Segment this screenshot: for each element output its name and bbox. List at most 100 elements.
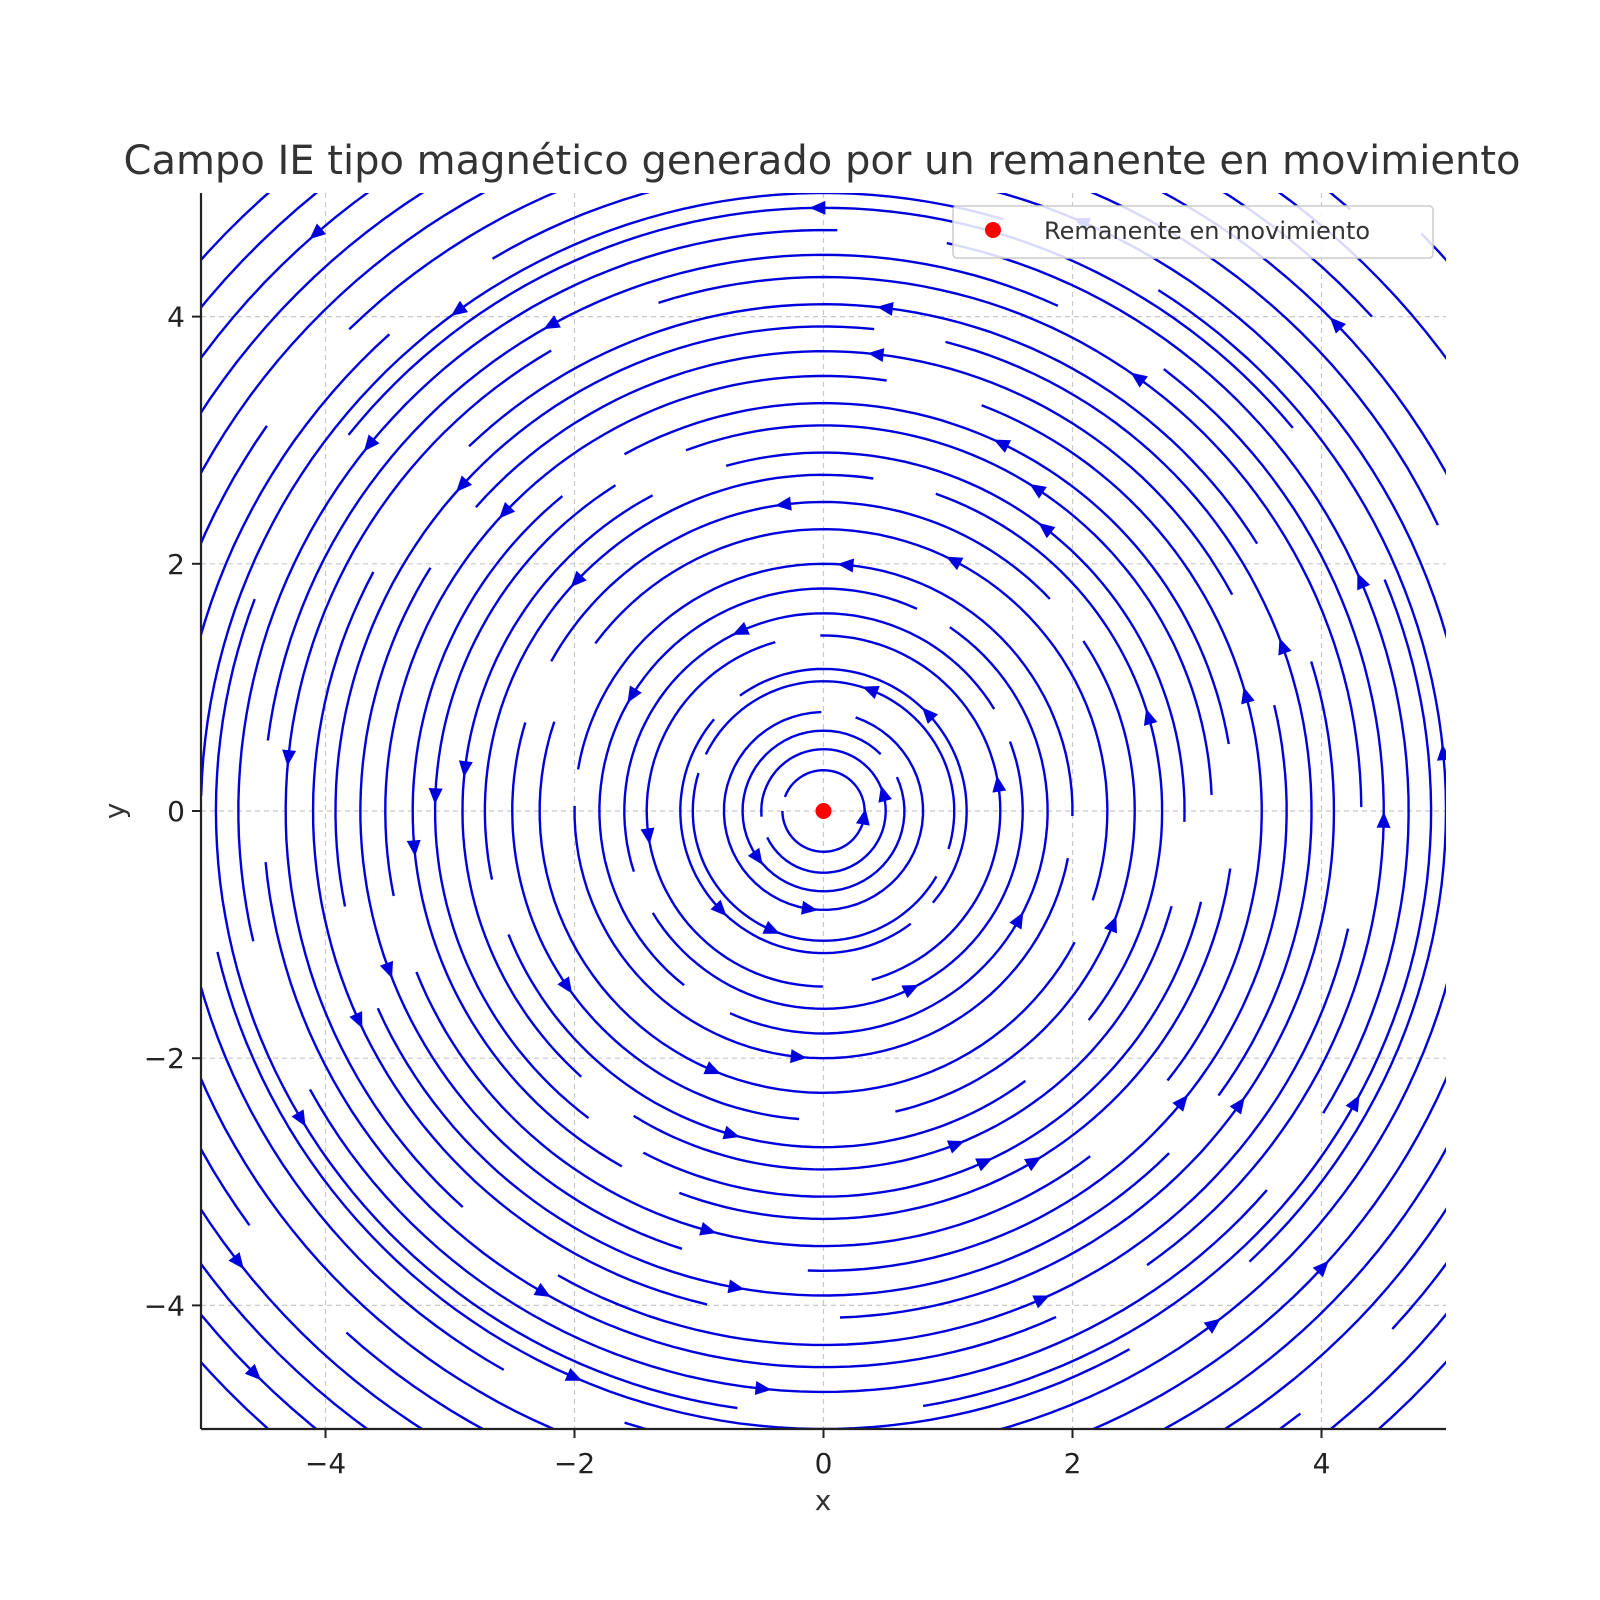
chart-title: Campo IE tipo magnético generado por un …: [124, 138, 1521, 184]
streamline: [201, 193, 1352, 310]
x-tick-label: −2: [554, 1447, 595, 1480]
streamline: [725, 451, 1186, 822]
streamline: [945, 340, 1313, 1097]
streamline: [1146, 368, 1385, 1267]
x-tick-label: 4: [1313, 1447, 1331, 1480]
stream-arrow: [1577, 663, 1591, 680]
stream-arrow: [747, 847, 763, 865]
stream-arrow: [458, 760, 473, 778]
stream-arrow: [587, 1535, 604, 1548]
stream-arrow: [349, 1011, 363, 1029]
streamline: [201, 193, 1373, 415]
stream-arrow: [168, 1006, 181, 1023]
stream-arrow: [800, 900, 818, 915]
streamline: [922, 579, 1433, 1408]
stream-arrow: [1329, 317, 1346, 334]
stream-arrow: [946, 556, 964, 571]
stream-arrow: [363, 434, 380, 452]
x-tick-label: −4: [305, 1447, 346, 1480]
streamline: [201, 333, 505, 1371]
streamline: [201, 193, 486, 1226]
data-points: [815, 803, 832, 819]
stream-arrow: [1312, 1260, 1329, 1278]
stream-arrow: [1357, 572, 1371, 591]
streamline: [415, 971, 1091, 1248]
x-axis-label: x: [815, 1484, 832, 1517]
stream-arrow: [722, 1125, 740, 1140]
x-tick-label: 0: [815, 1447, 833, 1480]
stream-arrow: [450, 300, 469, 316]
legend: Remanente en movimiento: [952, 205, 1434, 259]
streamline: [483, 473, 874, 880]
stream-arrows: [144, 28, 1591, 1548]
stream-arrow: [699, 1222, 717, 1236]
y-axis-label: y: [98, 803, 131, 820]
stream-arrow: [948, 1498, 965, 1512]
stream-arrow: [732, 621, 750, 635]
streamline: [308, 1088, 1268, 1394]
stream-arrow: [876, 301, 894, 316]
stream-arrow: [543, 315, 561, 330]
streamline: [266, 253, 1059, 741]
streamline: [623, 612, 996, 872]
stream-arrow: [993, 439, 1012, 453]
stream-arrow: [499, 502, 516, 519]
stream-arrow: [867, 348, 885, 362]
streamline: [475, 349, 1234, 596]
stream-arrow: [244, 1363, 262, 1381]
stream-arrow: [570, 570, 587, 588]
stream-arrow: [282, 749, 297, 767]
stream-arrow: [379, 960, 394, 979]
stream-arrow: [1032, 1295, 1050, 1309]
stream-arrow: [510, 31, 527, 44]
stream-arrow: [1130, 372, 1148, 388]
streamline: [623, 401, 1230, 745]
streamline: [411, 495, 623, 1168]
y-tick-label: 4: [167, 301, 185, 334]
stream-arrow: [862, 686, 880, 700]
stream-arrow: [703, 1061, 721, 1075]
stream-arrow: [533, 1282, 551, 1298]
y-tick-label: 0: [167, 795, 185, 828]
stream-arrow: [428, 787, 443, 805]
stream-arrow: [625, 28, 642, 42]
stream-arrow: [564, 1367, 583, 1381]
stream-arrow: [627, 685, 642, 703]
stream-arrow: [901, 984, 919, 999]
streamline: [201, 1360, 271, 1429]
stream-arrow: [640, 827, 655, 845]
streamline: [1277, 193, 1446, 1330]
stream-arrow: [172, 874, 186, 891]
streamline: [216, 951, 1131, 1429]
stream-arrow: [922, 707, 939, 724]
streamline: [1376, 232, 1446, 1429]
stream-arrow: [1009, 912, 1024, 930]
streamline: [691, 772, 938, 942]
stream-arrow: [1475, 1135, 1488, 1152]
streamline: [550, 500, 1051, 662]
stream-arrow: [228, 1252, 244, 1270]
streamline: [1157, 289, 1446, 1263]
stream-arrow: [309, 223, 327, 240]
streamline: [1328, 1312, 1446, 1429]
streamline: [237, 228, 838, 942]
stream-arrow: [406, 839, 421, 857]
stream-arrow: [878, 785, 892, 803]
stream-arrow: [1172, 1094, 1188, 1112]
stream-arrow: [775, 496, 792, 511]
stream-arrow: [144, 584, 157, 601]
stream-arrow: [1203, 1318, 1221, 1334]
stream-arrow: [762, 920, 780, 934]
remanente-point: [815, 803, 832, 819]
streamline: [345, 1146, 1446, 1429]
streamline: [679, 718, 912, 955]
stream-arrow: [754, 1381, 772, 1395]
streamline: [645, 640, 823, 988]
stream-arrow: [1571, 1070, 1584, 1087]
stream-arrow: [946, 1140, 965, 1154]
legend-label: Remanente en movimiento: [1044, 217, 1370, 245]
x-tick-label: 2: [1064, 1447, 1082, 1480]
stream-arrow: [1241, 687, 1255, 705]
stream-arrow: [710, 899, 727, 917]
